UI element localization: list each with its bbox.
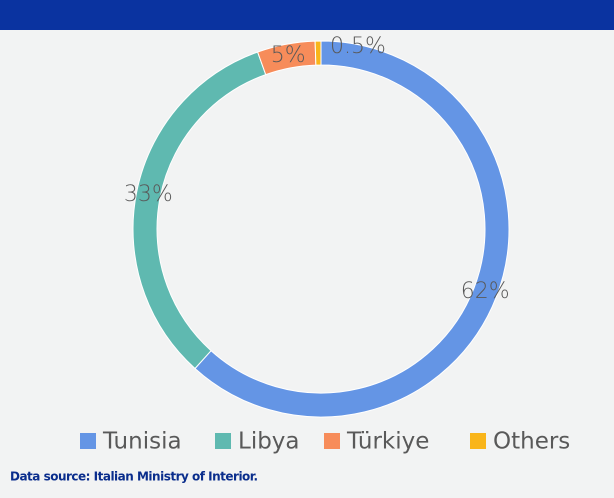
donut-slice <box>314 40 322 66</box>
legend-label: Libya <box>238 429 300 455</box>
donut-slice <box>194 40 510 418</box>
legend-swatch <box>470 433 486 449</box>
legend-label: Türkiye <box>346 429 429 455</box>
source-note: Data source: Italian Ministry of Interio… <box>10 470 258 484</box>
data-label: 62% <box>461 279 510 304</box>
data-label: 33% <box>124 182 173 207</box>
data-label: 5% <box>271 43 306 68</box>
legend-label: Others <box>493 429 570 455</box>
header-bar <box>0 0 614 30</box>
data-label: 0.5% <box>330 34 386 59</box>
legend-label: Tunisia <box>102 429 182 455</box>
legend-swatch <box>80 433 96 449</box>
legend-swatch <box>215 433 231 449</box>
legend-swatch <box>324 433 340 449</box>
